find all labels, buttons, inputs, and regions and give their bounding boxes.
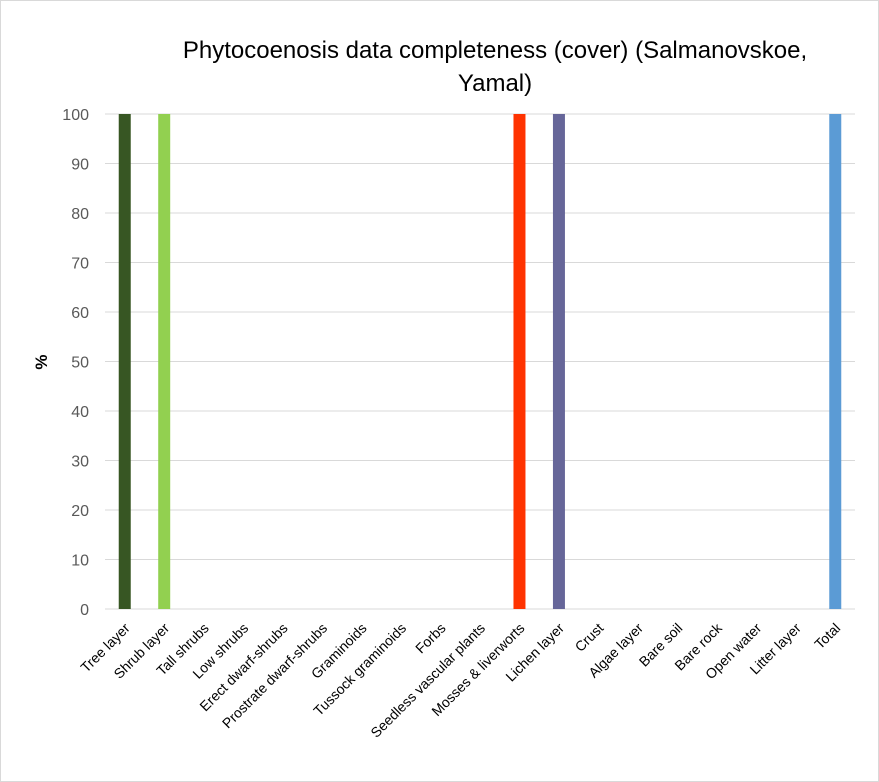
bar-shrub-layer: [158, 114, 171, 609]
y-tick-label: 90: [71, 157, 89, 174]
y-tick-label: 100: [62, 107, 89, 124]
y-tick-label: 10: [71, 553, 89, 570]
y-tick-label: 20: [71, 503, 89, 520]
bars: [118, 114, 842, 609]
bar-lichen-layer: [552, 114, 565, 609]
y-axis-label: %: [32, 354, 51, 369]
x-tick-label: Total: [811, 620, 843, 652]
bar-tree-layer: [118, 114, 131, 609]
x-tick-label: Crust: [572, 620, 607, 655]
y-tick-label: 0: [80, 602, 89, 619]
y-tick-label: 70: [71, 256, 89, 273]
y-tick-label: 60: [71, 305, 89, 322]
gridlines: [105, 113, 855, 610]
y-tick-label: 40: [71, 404, 89, 421]
y-tick-label: 80: [71, 206, 89, 223]
bar-total: [829, 114, 842, 609]
y-axis-ticks: 0 10 20 30 40 50 60 70 80 90 100: [62, 107, 89, 619]
bar-mosses-liverworts: [513, 114, 526, 609]
x-tick-label: Forbs: [412, 620, 449, 657]
y-tick-label: 30: [71, 454, 89, 471]
chart-title: Phytocoenosis data completeness (cover) …: [182, 37, 808, 97]
y-tick-label: 50: [71, 355, 89, 372]
